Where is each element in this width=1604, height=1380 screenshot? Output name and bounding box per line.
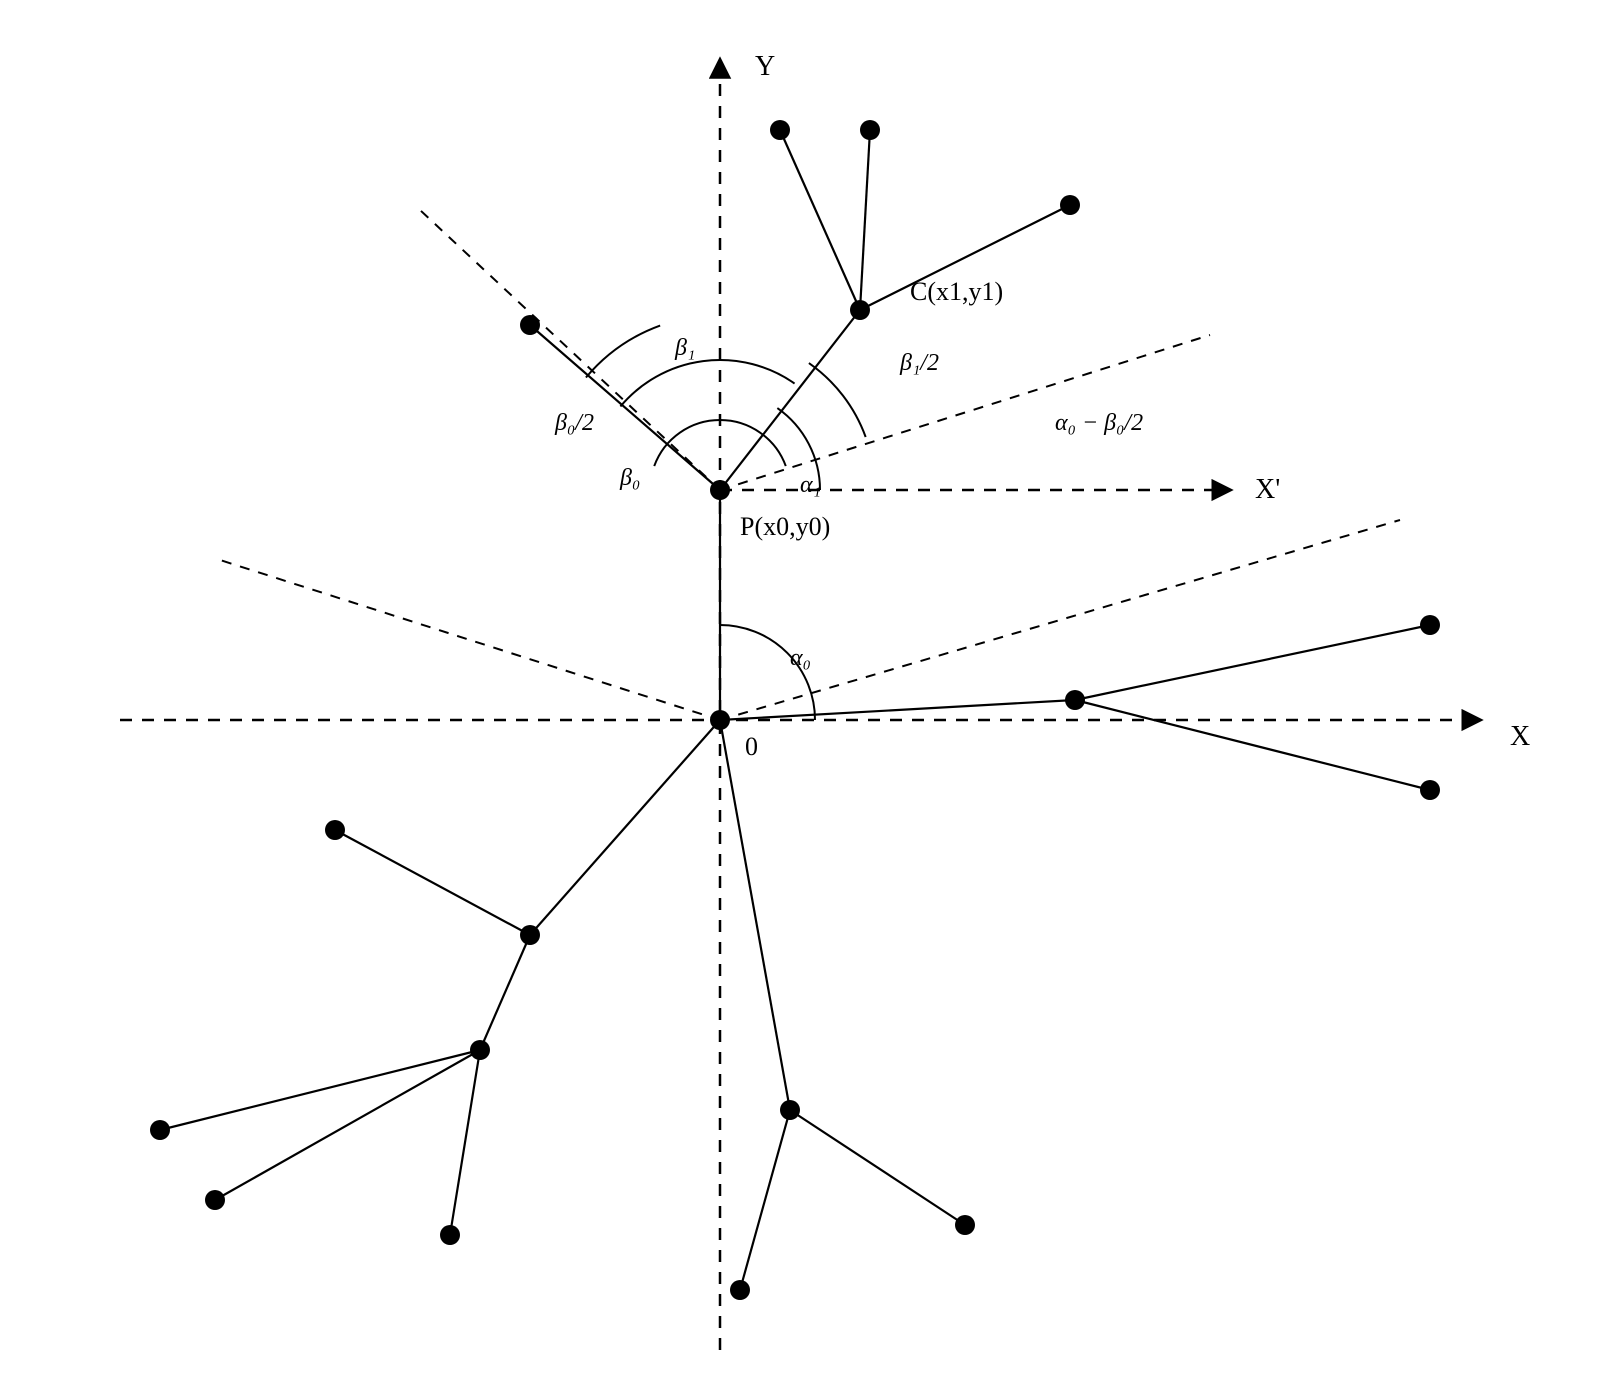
- svg-text:0: 0: [745, 732, 758, 761]
- svg-text:α₀ − β₀/2: α₀ − β₀/2: [1055, 410, 1143, 436]
- svg-text:β₁: β₁: [674, 335, 695, 361]
- svg-text:P(x0,y0): P(x0,y0): [740, 512, 830, 541]
- svg-text:α₀: α₀: [790, 645, 811, 671]
- svg-text:X: X: [1510, 721, 1530, 752]
- tree-angle-diagram: Y X X' 0 P(x0,y0) C(x1,y1) α₀ α₁ β₁ β₁/2 β₀/2 β₀ α₀ …: [0, 0, 1604, 1380]
- svg-text:C(x1,y1): C(x1,y1): [910, 277, 1003, 306]
- svg-text:α₁: α₁: [800, 472, 821, 498]
- svg-text:X': X': [1255, 474, 1280, 505]
- svg-text:β₁/2: β₁/2: [899, 350, 939, 376]
- svg-text:β₀/2: β₀/2: [554, 410, 594, 436]
- svg-text:β₀: β₀: [619, 465, 640, 491]
- svg-text:Y: Y: [755, 51, 775, 82]
